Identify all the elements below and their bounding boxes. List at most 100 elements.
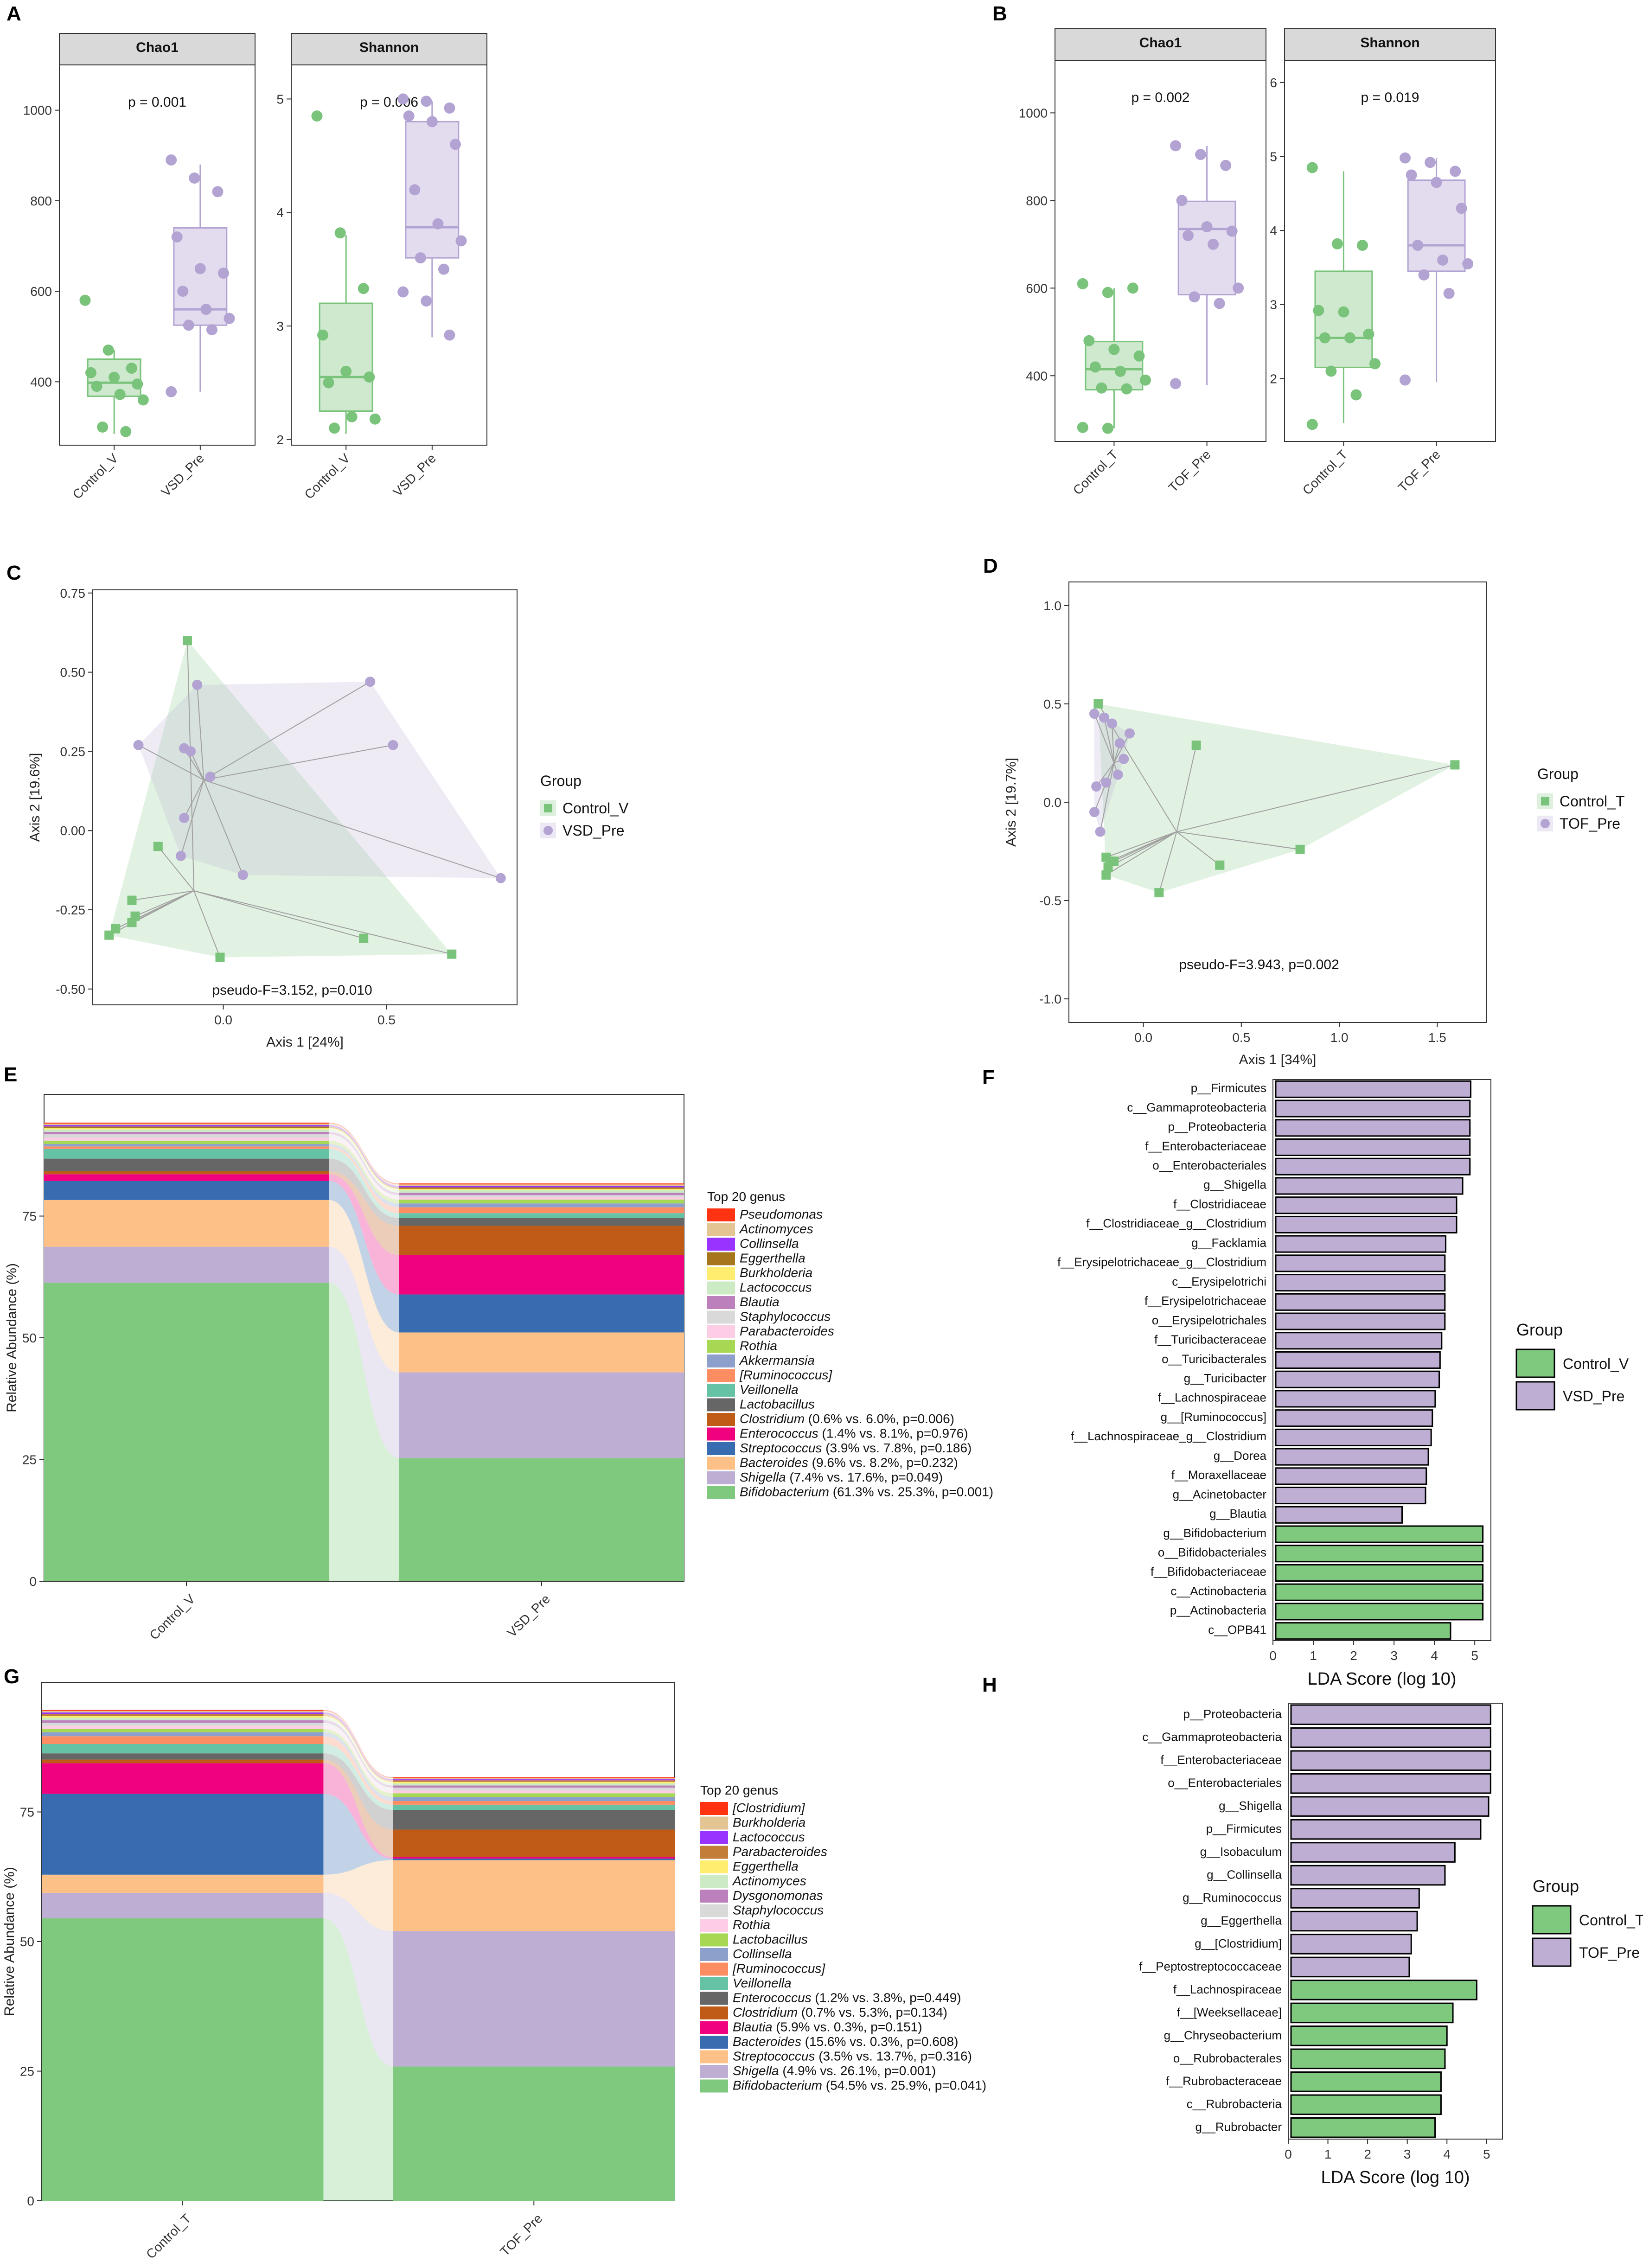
- lda-bar: [1290, 1980, 1477, 2000]
- legend-label: Lactobacillus: [740, 1397, 815, 1412]
- y-tick-label: -1.0: [1039, 992, 1061, 1006]
- legend-stat: (54.5% vs. 25.9%, p=0.041): [822, 2078, 986, 2093]
- stack-segment: [399, 1213, 684, 1218]
- taxon-label: g__Ruminococcus: [1183, 1891, 1282, 1904]
- legend-key: [700, 2021, 728, 2034]
- legend-label: Lactococcus: [740, 1280, 812, 1295]
- flow-band: [329, 1158, 399, 1226]
- taxon-label: f__Enterobacteriaceae: [1145, 1139, 1266, 1153]
- facet-strip: [1055, 28, 1266, 61]
- stack-segment: [399, 1187, 684, 1189]
- legend-key: [700, 1816, 728, 1830]
- sample-point: [205, 772, 216, 782]
- box: [173, 227, 228, 326]
- legend-genus: Blautia: [733, 2020, 773, 2034]
- sample-point: [171, 231, 183, 243]
- sample-point: [426, 116, 438, 128]
- y-tick-label: 3: [1270, 298, 1277, 312]
- legend-label: Blautia (5.9% vs. 0.3%, p=0.151): [733, 2020, 922, 2034]
- sample-point: [1101, 777, 1112, 788]
- sample-point: [189, 172, 200, 184]
- sample-point: [1077, 278, 1088, 289]
- lda-bar: [1275, 1235, 1447, 1253]
- legend-marker: [1541, 819, 1550, 828]
- y-tick-label: 1000: [1019, 106, 1048, 120]
- y-tick-label: 0.50: [60, 665, 86, 680]
- stack-segment: [44, 1200, 329, 1247]
- y-tick-label: 75: [20, 1805, 34, 1820]
- lda-bar: [1290, 2025, 1448, 2046]
- y-tick-label: 400: [30, 375, 52, 389]
- y-axis-title: Axis 2 [19.7%]: [1004, 758, 1019, 847]
- sample-point: [1102, 422, 1113, 434]
- flow-band: [323, 1714, 393, 1782]
- sample-point: [176, 850, 186, 861]
- y-tick-label: 0.5: [1043, 697, 1061, 711]
- legend-key: [1515, 1381, 1555, 1411]
- legend-label: Clostridium (0.7% vs. 5.3%, p=0.134): [733, 2005, 947, 2019]
- legend-label: Parabacteroides: [740, 1324, 834, 1338]
- legend-label: [Clostridium]: [732, 1801, 806, 1815]
- sample-point: [137, 394, 149, 406]
- stack-segment: [44, 1181, 329, 1200]
- spider-line: [1106, 831, 1177, 858]
- permanova-label: pseudo-F=3.152, p=0.010: [212, 983, 372, 998]
- taxon-label: c__Gammaproteobacteria: [1127, 1100, 1266, 1114]
- lda-bar: [1275, 1157, 1471, 1176]
- sample-point: [359, 933, 369, 943]
- stack-segment: [42, 1711, 324, 1712]
- legend-key: [707, 1223, 735, 1236]
- spider-line: [1113, 733, 1130, 763]
- stack-segment: [42, 1716, 324, 1718]
- spider-line: [203, 779, 243, 875]
- facet-strip-label: Chao1: [136, 40, 179, 55]
- y-tick-label: 400: [1026, 369, 1048, 383]
- sample-point: [1215, 860, 1225, 870]
- legend-marker: [543, 826, 553, 835]
- flow-band: [323, 1753, 393, 1830]
- sample-point: [1119, 754, 1129, 764]
- sample-point: [1400, 152, 1411, 164]
- stack-segment: [393, 1782, 675, 1784]
- lda-bar: [1275, 1564, 1484, 1582]
- y-tick-label: 800: [1026, 193, 1048, 208]
- legend-label: Parabacteroides: [733, 1845, 827, 1859]
- x-tick-label: 0.5: [1232, 1030, 1250, 1045]
- flow-band: [329, 1125, 399, 1188]
- stack-segment: [399, 1218, 684, 1226]
- y-tick-label: 50: [20, 1935, 34, 1949]
- flow-band: [329, 1246, 399, 1458]
- legend-label: Control_V: [1563, 1355, 1629, 1372]
- legend-key: [700, 2050, 728, 2064]
- legend-label: Akkermansia: [739, 1353, 815, 1367]
- sample-point: [206, 324, 217, 336]
- stack-segment: [393, 2066, 675, 2201]
- legend-key: [707, 1238, 735, 1251]
- flow-band: [323, 1720, 393, 1788]
- legend-genus: Enterococcus: [733, 1991, 812, 2005]
- taxon-label: f__Lachnospiraceae_g__Clostridium: [1071, 1429, 1266, 1443]
- legend-key: [700, 1802, 728, 1815]
- y-tick-label: 1000: [23, 103, 52, 118]
- panel-d-pcoa-tof: D 0.0 0.5 1.0 1.5 -1.0 -0.5 0.0 0.5 1.0 Axis 1 [34…: [983, 555, 1625, 1067]
- lda-bar: [1290, 1819, 1482, 1840]
- group-hull: [138, 682, 501, 878]
- x-tick-label: 5: [1483, 2147, 1490, 2161]
- lda-bar: [1290, 1842, 1456, 1863]
- legend-key: [707, 1340, 735, 1353]
- flow-band: [323, 1759, 393, 1857]
- sample-point: [1114, 365, 1126, 377]
- stack-segment: [393, 1790, 675, 1794]
- legend-genus: Veillonella: [733, 1976, 792, 1990]
- sample-point: [358, 283, 369, 294]
- sample-point: [1089, 807, 1100, 818]
- sample-point: [444, 102, 455, 114]
- sample-point: [224, 313, 235, 324]
- sample-point: [1450, 166, 1461, 177]
- lda-bar: [1275, 1196, 1458, 1214]
- legend-label: Veillonella: [740, 1382, 799, 1397]
- flow-band: [329, 1171, 399, 1255]
- spider-line: [1094, 762, 1115, 812]
- taxon-label: f__[Weeksellaceae]: [1177, 2005, 1282, 2019]
